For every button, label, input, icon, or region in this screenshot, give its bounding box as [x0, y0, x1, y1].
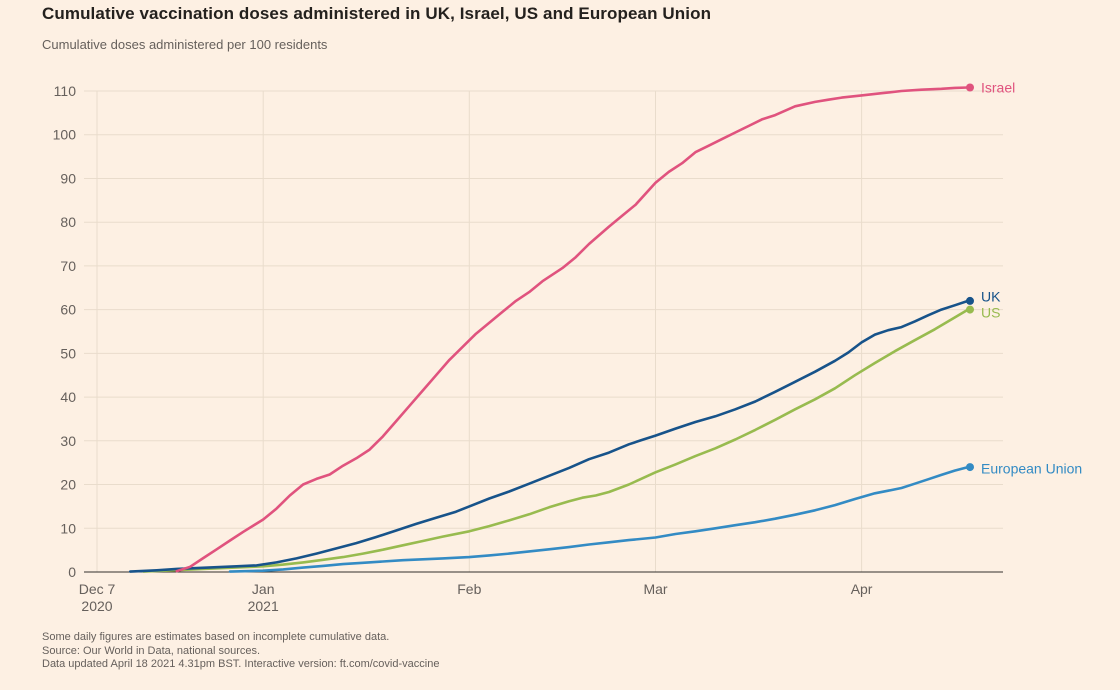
series-label-israel: Israel	[981, 80, 1015, 96]
updated-note: Data updated April 18 2021 4.31pm BST. I…	[42, 658, 440, 670]
footnote: Some daily figures are estimates based o…	[42, 631, 390, 643]
series-label-european-union: European Union	[981, 461, 1082, 477]
y-axis-label: 50	[60, 345, 76, 361]
page-title: Cumulative vaccination doses administere…	[42, 4, 712, 23]
y-axis-label: 80	[60, 214, 76, 230]
series-line-european-union	[228, 465, 970, 573]
series-line-israel	[175, 86, 970, 573]
y-axis-label: 20	[60, 477, 76, 493]
series-label-us: US	[981, 305, 1000, 321]
x-axis-label: Dec 7	[79, 581, 116, 597]
x-axis-label: Apr	[851, 581, 873, 597]
x-axis-sublabel: 2021	[248, 598, 279, 614]
series-label-uk: UK	[981, 288, 1001, 304]
y-axis-label: 10	[60, 520, 76, 536]
x-axis-label: Mar	[643, 581, 667, 597]
y-axis-label: 110	[54, 83, 77, 99]
chart-footer: Some daily figures are estimates based o…	[42, 631, 439, 672]
y-axis-label: 60	[60, 302, 76, 318]
x-axis-label: Jan	[252, 581, 275, 597]
y-axis-label: 70	[60, 258, 76, 274]
x-axis-sublabel: 2020	[81, 598, 112, 614]
series-end-dot-us	[966, 305, 974, 314]
y-axis-label: 90	[60, 170, 76, 186]
source-note: Source: Our World in Data, national sour…	[42, 644, 261, 657]
series-end-dot-israel	[966, 83, 974, 92]
y-axis-label: 40	[60, 389, 76, 405]
series-end-dot-european-union	[966, 463, 974, 472]
y-axis-label: 30	[60, 433, 76, 449]
y-axis-label: 0	[68, 564, 76, 580]
series-end-dot-uk	[966, 296, 974, 305]
series-line-uk	[128, 299, 970, 573]
series-line-us	[142, 308, 970, 573]
x-axis-label: Feb	[457, 581, 481, 597]
y-axis-label: 100	[53, 127, 77, 143]
chart-subtitle: Cumulative doses administered per 100 re…	[42, 37, 328, 52]
